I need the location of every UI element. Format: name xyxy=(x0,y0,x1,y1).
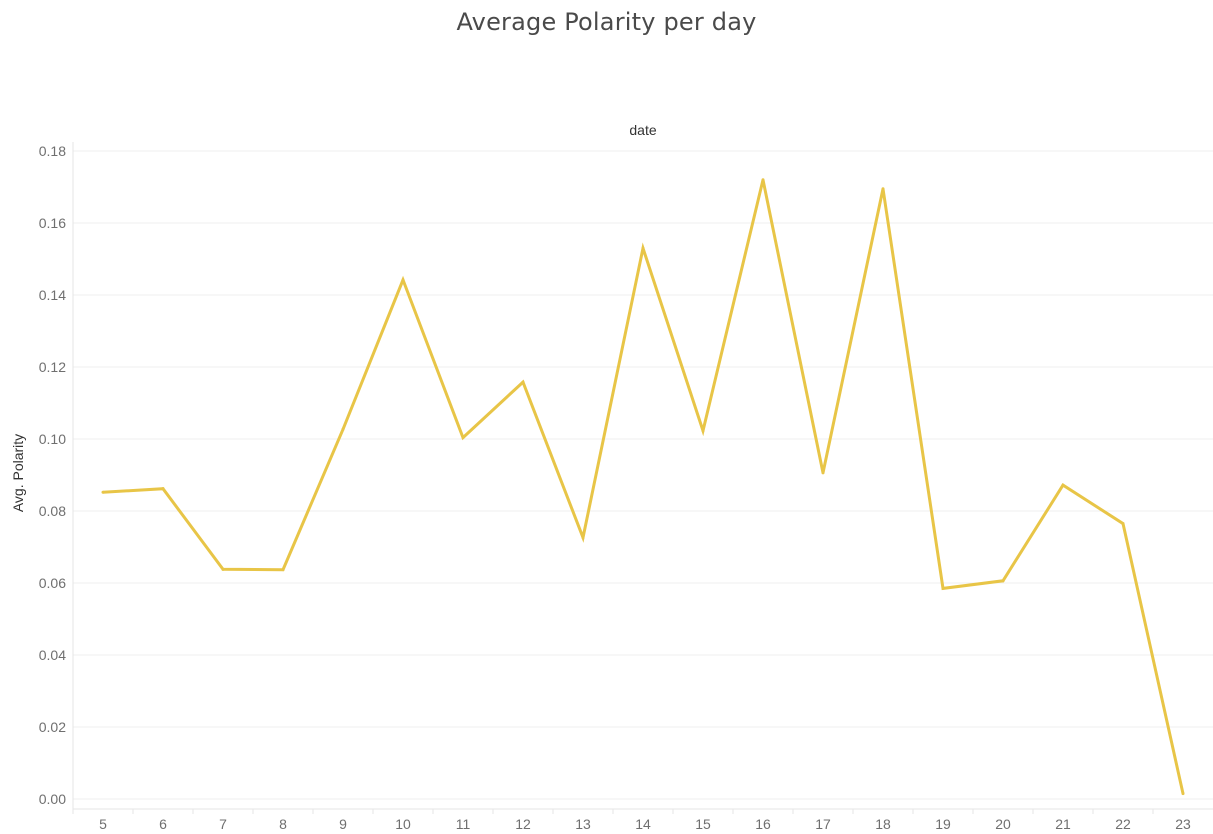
x-tick-label: 11 xyxy=(456,816,471,832)
x-tick-label: 8 xyxy=(279,816,287,832)
gridlines xyxy=(73,150,1213,800)
x-tick-label: 10 xyxy=(395,816,411,832)
x-axis-title: date xyxy=(629,122,656,138)
data-point xyxy=(1121,522,1125,526)
y-tick-label: 0.00 xyxy=(39,791,66,807)
x-tick-label: 17 xyxy=(815,816,831,832)
x-axis-ticks: 5 6 7 8 9 10 11 12 13 14 15 16 17 18 19 20 21 22 23 xyxy=(99,816,1191,832)
y-tick-label: 0.06 xyxy=(39,575,66,591)
data-point xyxy=(101,490,105,494)
series-layer xyxy=(101,178,1185,796)
y-tick-label: 0.08 xyxy=(39,503,66,519)
data-point xyxy=(461,436,465,440)
y-tick-label: 0.18 xyxy=(39,143,66,159)
data-point xyxy=(941,586,945,590)
x-tick-label: 6 xyxy=(159,816,167,832)
x-tick-label: 19 xyxy=(935,816,951,832)
data-point xyxy=(401,278,405,282)
data-point xyxy=(521,380,525,384)
x-tick-label: 9 xyxy=(339,816,347,832)
x-tick-label: 21 xyxy=(1055,816,1071,832)
axes xyxy=(72,142,1213,814)
data-point xyxy=(881,187,885,191)
y-axis-title: Avg. Polarity xyxy=(10,434,26,512)
x-tick-label: 15 xyxy=(695,816,711,832)
x-tick-label: 16 xyxy=(755,816,771,832)
data-point xyxy=(341,427,345,431)
data-point xyxy=(1061,483,1065,487)
chart-title: Average Polarity per day xyxy=(456,8,757,36)
y-axis-ticks: 0.00 0.02 0.04 0.06 0.08 0.10 0.12 0.14 0.16 0.18 xyxy=(39,143,66,807)
y-tick-label: 0.12 xyxy=(39,359,66,375)
data-point xyxy=(1181,792,1185,796)
x-tick-label: 22 xyxy=(1115,816,1131,832)
data-point xyxy=(1001,579,1005,583)
y-tick-label: 0.10 xyxy=(39,431,66,447)
x-tick-label: 23 xyxy=(1175,816,1191,832)
data-point xyxy=(221,567,225,571)
x-tick-label: 13 xyxy=(575,816,591,832)
x-tick-label: 5 xyxy=(99,816,107,832)
x-tick-label: 20 xyxy=(995,816,1011,832)
data-point xyxy=(161,487,165,491)
x-tick-label: 18 xyxy=(875,816,891,832)
data-point xyxy=(641,246,645,250)
x-tick-label: 14 xyxy=(635,816,651,832)
y-tick-label: 0.04 xyxy=(39,647,66,663)
y-tick-label: 0.14 xyxy=(39,287,66,303)
data-point xyxy=(581,536,585,540)
y-tick-label: 0.02 xyxy=(39,719,66,735)
data-point xyxy=(701,429,705,433)
x-tick-label: 7 xyxy=(219,816,227,832)
series-line xyxy=(102,179,1185,794)
y-tick-label: 0.16 xyxy=(39,215,66,231)
data-point xyxy=(281,568,285,572)
data-point xyxy=(821,471,825,475)
data-point xyxy=(761,178,765,182)
x-tick-label: 12 xyxy=(515,816,531,832)
